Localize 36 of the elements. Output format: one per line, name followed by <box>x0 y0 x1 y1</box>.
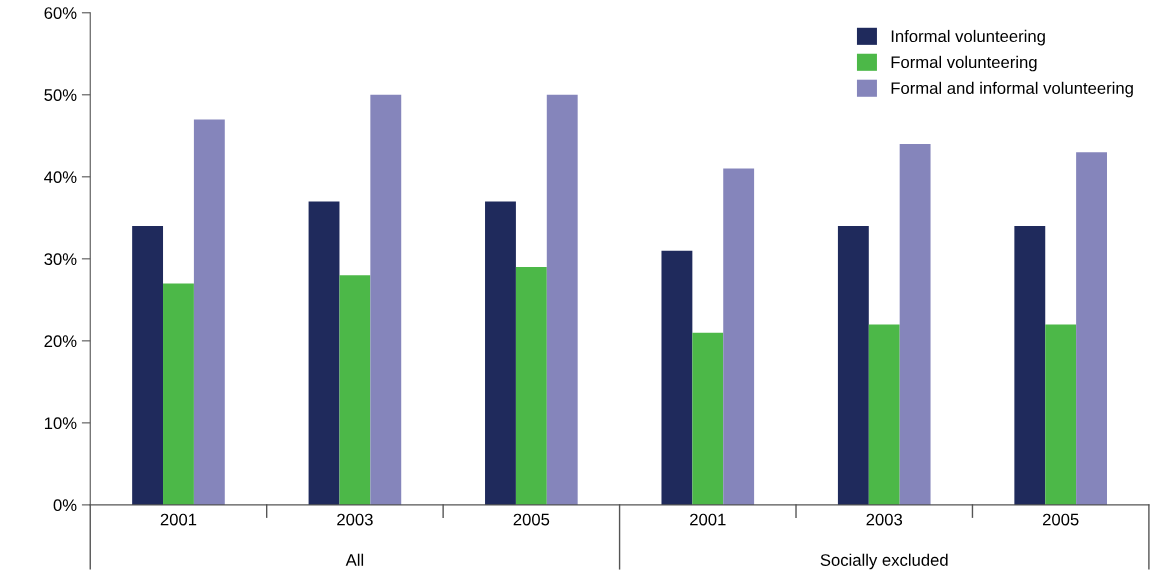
legend-label: Formal volunteering <box>891 55 1037 72</box>
legend-label: Formal and informal volunteering <box>891 81 1133 98</box>
bar <box>163 283 194 505</box>
x-tick-label: 2001 <box>160 513 197 526</box>
bar <box>485 201 516 505</box>
bar <box>132 226 164 505</box>
text: All <box>345 553 364 566</box>
bar <box>193 119 225 505</box>
bar <box>1045 324 1077 505</box>
bar <box>661 250 693 505</box>
x-tick-label: 2001 <box>690 513 726 526</box>
bar <box>1014 226 1046 505</box>
bar <box>692 332 724 505</box>
x-tick-label: 2003 <box>337 513 373 526</box>
x-tick-label: 2005 <box>513 513 550 526</box>
bar <box>370 94 402 505</box>
y-tick-label: 20% <box>44 335 77 348</box>
legend-label: Informal volunteering <box>891 29 1045 46</box>
bar <box>723 168 755 505</box>
y-tick-label: 40% <box>44 171 77 184</box>
bar <box>837 226 869 505</box>
bar <box>899 144 931 505</box>
x-tick-label: 2003 <box>866 513 903 526</box>
bar <box>515 267 547 505</box>
y-tick-label: 60% <box>44 7 77 19</box>
y-tick-label: 30% <box>44 253 77 266</box>
y-tick-label: 0% <box>53 499 77 512</box>
bar <box>868 324 900 505</box>
bar <box>339 275 371 505</box>
y-tick-label: 10% <box>44 417 77 430</box>
bar <box>546 94 578 505</box>
text: Socially excluded <box>820 553 948 570</box>
bar <box>308 201 340 505</box>
bar <box>1076 152 1107 505</box>
y-tick-label: 50% <box>44 89 77 101</box>
x-tick-label: 2005 <box>1042 513 1079 526</box>
